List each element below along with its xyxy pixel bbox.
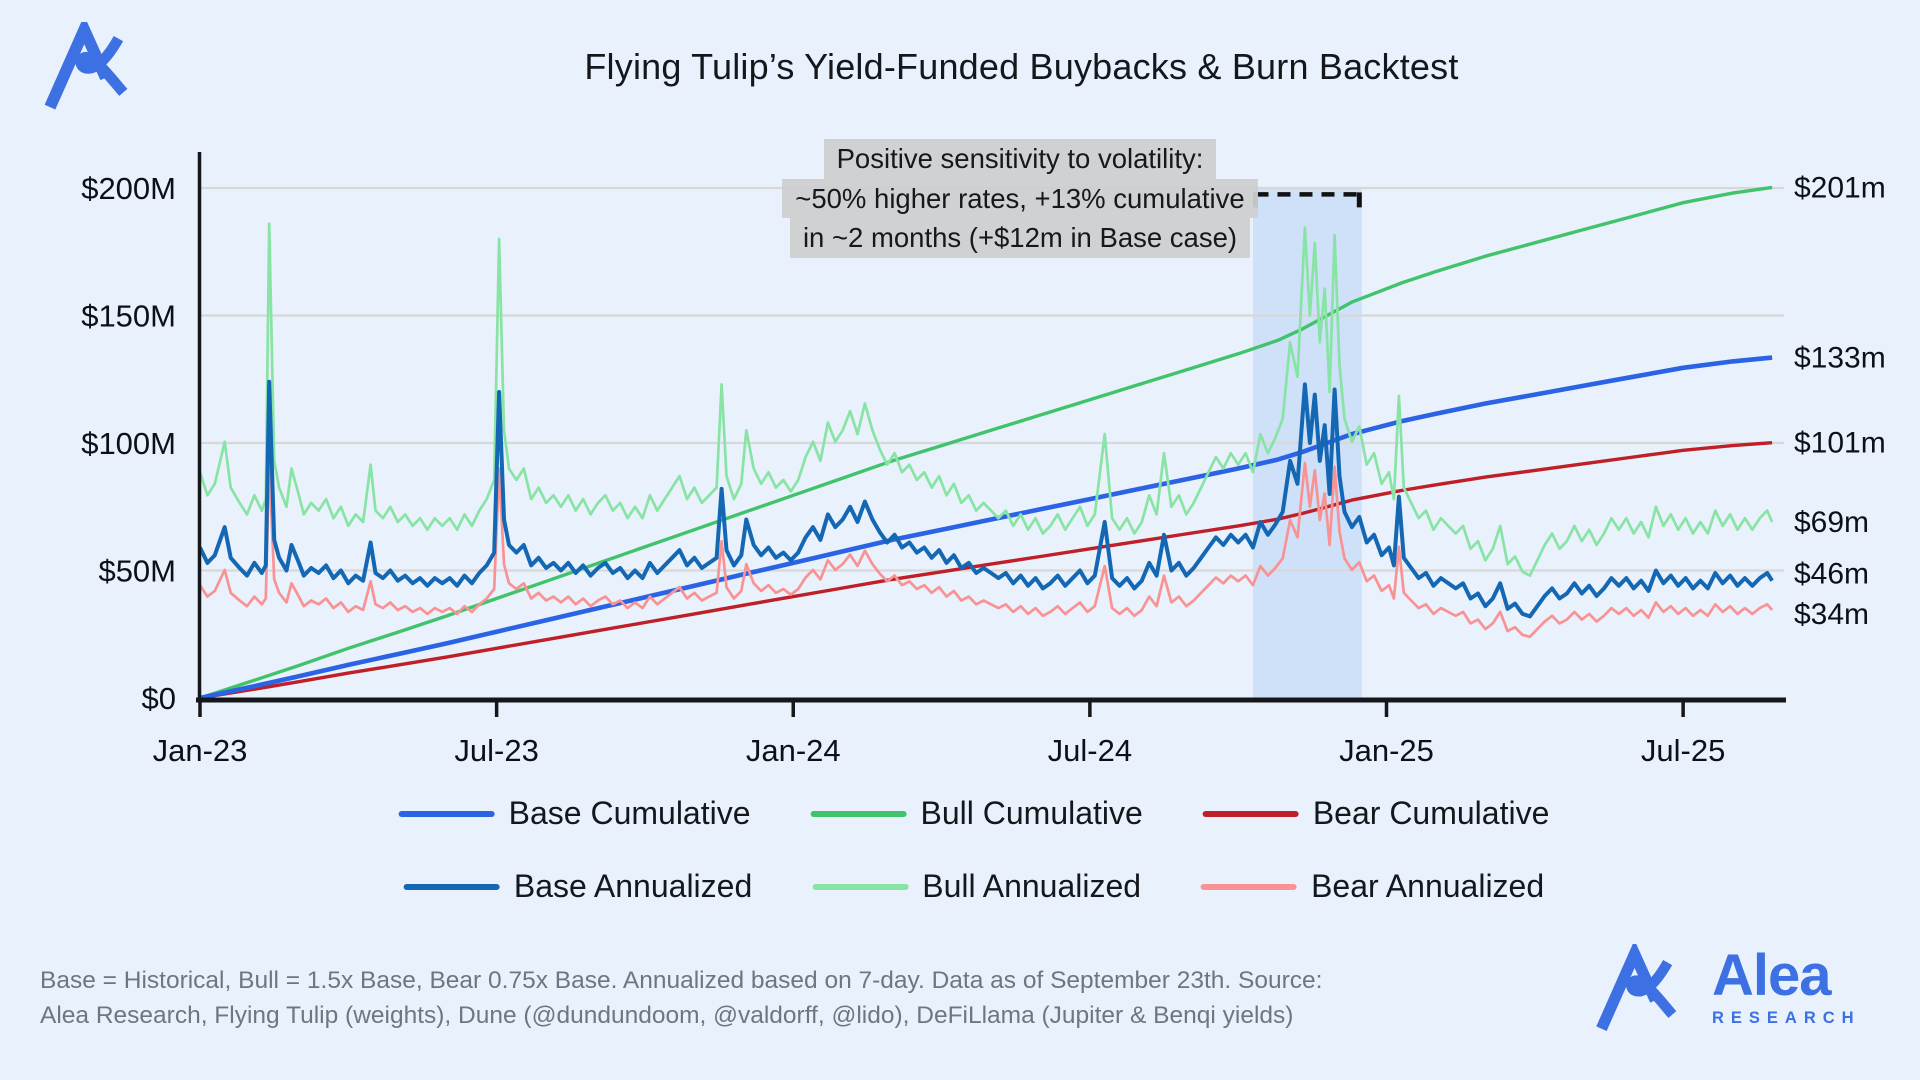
legend-row-annualized: Base Annualized Bull Annualized Bear Ann…: [403, 868, 1544, 905]
x-tick-label: Jul-24: [1048, 733, 1132, 768]
alea-logo-icon: [1596, 944, 1677, 1032]
y-tick-label: $200M: [81, 171, 176, 206]
legend-swatch-bull-cumulative: [810, 810, 907, 817]
legend-label: Bear Annualized: [1311, 868, 1545, 904]
legend-item-base-cumulative: Base Cumulative: [398, 795, 751, 832]
x-tick-label: Jan-23: [153, 733, 248, 768]
alea-mark-swoosh: [1626, 959, 1677, 1018]
series-base_cum: [199, 355, 1773, 701]
x-tick-label: Jan-25: [1339, 733, 1434, 768]
legend-label: Bear Cumulative: [1312, 795, 1550, 831]
x-tick-label: Jul-23: [454, 733, 538, 768]
legend-item-bull-cumulative: Bull Cumulative: [810, 795, 1143, 832]
series-bear_ann: [198, 459, 1774, 639]
legend-label: Base Annualized: [513, 868, 753, 904]
source-note: Base = Historical, Bull = 1.5x Base, Bea…: [40, 964, 1340, 1034]
annotation-line: in ~2 months (+$12m in Base case): [789, 218, 1251, 258]
page-title: Flying Tulip’s Yield-Funded Buybacks & B…: [584, 46, 1459, 87]
brand-name: Alea: [1712, 942, 1832, 1008]
legend-item-bear-annualized: Bear Annualized: [1201, 868, 1544, 905]
series-bear_cum: [199, 441, 1773, 700]
y-tick-label: $150M: [81, 299, 176, 334]
legend-label: Bull Annualized: [922, 868, 1142, 904]
legend-swatch-base-annualized: [403, 883, 500, 890]
end-label-bear_ann: $34m: [1794, 598, 1869, 631]
legend-row-cumulative: Base Cumulative Bull Cumulative Bear Cum…: [398, 795, 1550, 832]
x-tick-label: Jul-25: [1641, 733, 1725, 768]
x-tick-label: Jan-24: [746, 733, 841, 768]
end-label-bear_cum: $101m: [1794, 427, 1886, 460]
series-bull_cum: [199, 185, 1773, 700]
annotation-line: ~50% higher rates, +13% cumulative: [782, 178, 1258, 218]
end-label-base_cum: $133m: [1794, 342, 1886, 375]
legend-item-base-annualized: Base Annualized: [403, 868, 753, 905]
alea-logo-icon: [44, 22, 128, 110]
legend: Base Cumulative Bull Cumulative Bear Cum…: [398, 795, 1550, 905]
legend-item-bear-cumulative: Bear Cumulative: [1202, 795, 1550, 832]
y-tick-label: $50M: [98, 554, 176, 589]
legend-swatch-bear-cumulative: [1202, 810, 1299, 817]
end-label-bull_cum: $201m: [1794, 171, 1886, 204]
legend-swatch-bull-annualized: [812, 883, 909, 890]
annotation-line: Positive sensitivity to volatility:: [823, 139, 1217, 179]
legend-item-bull-annualized: Bull Annualized: [812, 868, 1141, 905]
series-bull_ann: [198, 222, 1774, 577]
alea-research-logo: Alea RESEARCH: [1592, 944, 1861, 1034]
legend-label: Bull Cumulative: [920, 795, 1143, 831]
alea-mark-swoosh: [75, 35, 128, 96]
legend-swatch-bear-annualized: [1201, 883, 1298, 890]
end-label-base_ann: $46m: [1794, 558, 1869, 591]
legend-label: Base Cumulative: [508, 795, 751, 831]
end-label-bull_ann: $69m: [1794, 506, 1869, 539]
source-note-line: Base = Historical, Bull = 1.5x Base, Bea…: [40, 967, 1323, 994]
brand-subtitle: RESEARCH: [1712, 1009, 1861, 1028]
series-base_ann: [198, 379, 1774, 619]
source-note-line: Alea Research, Flying Tulip (weights), D…: [40, 1001, 1294, 1029]
annotation-box: Positive sensitivity to volatility: ~50%…: [760, 139, 1280, 258]
y-tick-label: $100M: [81, 426, 176, 461]
y-tick-label: $0: [142, 681, 176, 716]
legend-swatch-base-cumulative: [398, 810, 495, 817]
brand-text: Alea RESEARCH: [1712, 942, 1861, 1028]
